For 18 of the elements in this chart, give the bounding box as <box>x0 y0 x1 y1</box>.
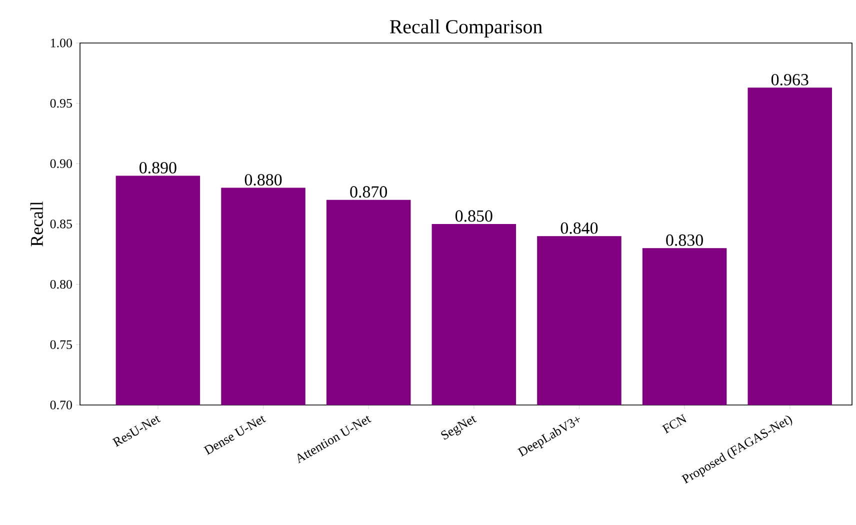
data-label: 0.963 <box>771 74 808 86</box>
data-label: 0.880 <box>244 174 282 186</box>
y-tick-label: 0.90 <box>50 159 72 168</box>
x-tick-label: Dense U-Net <box>203 416 266 455</box>
x-tick-label: FCN <box>662 414 686 434</box>
data-label: 0.890 <box>140 162 176 174</box>
y-tick-label: 1.00 <box>50 38 72 48</box>
y-tick-label: 0.80 <box>50 280 72 289</box>
data-label: 0.870 <box>350 186 387 198</box>
data-label: 0.850 <box>455 210 492 222</box>
chart-title: Recall Comparison <box>390 19 542 38</box>
data-label: 0.830 <box>666 234 703 246</box>
y-tick-label: 0.85 <box>50 220 72 228</box>
y-tick-label: 0.75 <box>50 340 72 350</box>
y-tick-label: 0.70 <box>50 400 72 410</box>
y-tick-label: 0.95 <box>50 98 72 108</box>
data-label: 0.840 <box>560 222 598 234</box>
y-axis-title: Recall <box>30 201 43 246</box>
